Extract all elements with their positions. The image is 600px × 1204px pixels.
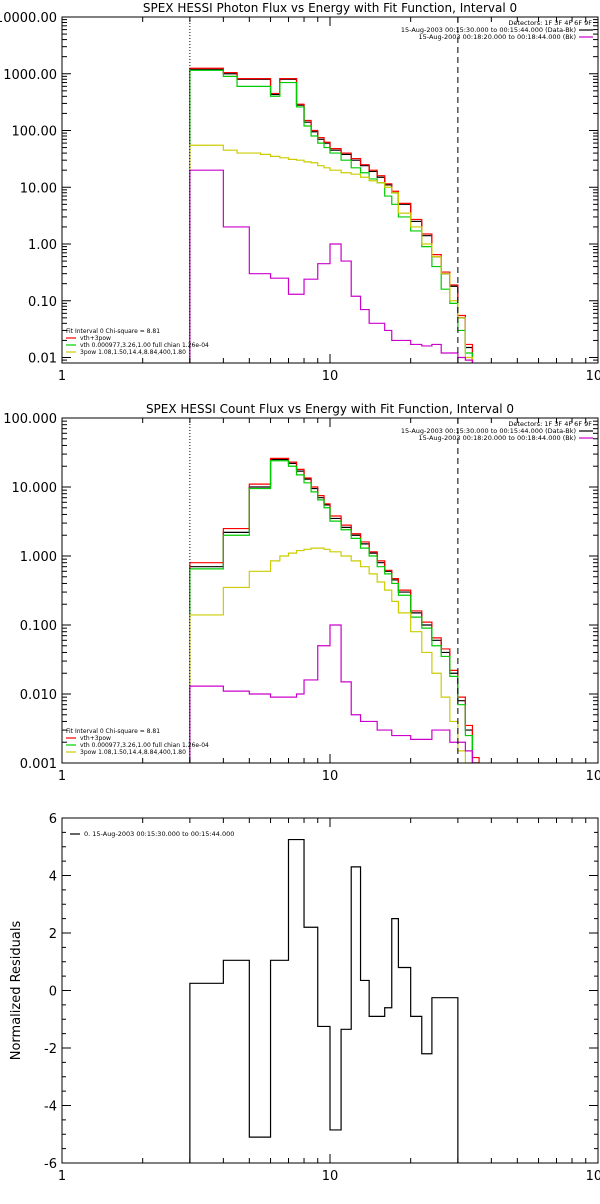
legend-text: Fit Interval 0 Chi-square = 8.81	[66, 728, 160, 735]
legend-text: vth+3pow	[80, 735, 111, 742]
y-tick-label: -4	[44, 1100, 57, 1115]
y-tick-label: 6	[49, 812, 57, 827]
y-tick-label: 0.010	[20, 688, 57, 703]
legend-text: 3pow 1.08,1.50,14.4,8.84,400,1.80	[80, 349, 186, 356]
x-tick-label: 10	[322, 769, 339, 784]
y-tick-label: 0.10	[28, 295, 57, 310]
legend-text: Fit Interval 0 Chi-square = 8.81	[66, 328, 160, 335]
info-text: Detectors: 1F 3F 4F 6F 9F	[508, 19, 592, 27]
y-tick-label: 0	[49, 985, 57, 1000]
series-line-3	[189, 144, 474, 363]
series-line-1	[189, 67, 474, 363]
y-tick-label: 1.000	[20, 550, 57, 565]
series-line-3	[189, 547, 480, 763]
x-tick-label: 10	[322, 1169, 339, 1184]
series-line-2	[189, 460, 480, 763]
series-line-1	[189, 457, 480, 763]
legend-text: 3pow 1.08,1.50,14.4,8.84,400,1.80	[80, 749, 186, 756]
y-tick-label: 1000.00	[3, 68, 57, 83]
series-line-0	[189, 458, 480, 763]
plot-panel-2: 1 10 100 -6 -4 -2 0 2 4 6 Normalized Residuals 0. 1…	[9, 812, 600, 1184]
info-text: 15-Aug-2003 00:15:30.000 to 00:15:44.000…	[401, 427, 576, 435]
chart-title: SPEX HESSI Count Flux vs Energy with Fit…	[146, 402, 514, 416]
x-tick-label: 100	[586, 1169, 600, 1184]
series-line-2	[189, 69, 474, 363]
y-axis-label: Normalized Residuals	[9, 921, 24, 1061]
legend-text: 0. 15-Aug-2003 00:15:30.000 to 00:15:44.…	[84, 830, 234, 838]
series-line-0	[189, 838, 459, 1163]
y-tick-label: 0.001	[20, 757, 57, 772]
y-tick-label: 1.00	[28, 238, 57, 253]
plot-panel-0: 1 10 100 0.01 0.10 1.00 10.00 100.00 1000.00 1000…	[0, 1, 600, 384]
x-tick-label: 100	[586, 769, 600, 784]
y-tick-label: 10.00	[20, 181, 57, 196]
y-tick-label: 0.01	[28, 352, 57, 367]
x-tick-label: 1	[58, 769, 66, 784]
y-tick-label: 4	[49, 870, 57, 885]
legend-text: vth 0.000977,3.26,1.00 full chian 1.26e-…	[80, 742, 209, 749]
series-line-4	[189, 169, 474, 363]
info-text: 15-Aug-2003 00:18:20.000 to 00:18:44.000…	[419, 434, 576, 442]
y-tick-label: -2	[44, 1042, 57, 1057]
y-tick-label: 100.00	[12, 125, 58, 140]
series-line-4	[189, 624, 480, 763]
x-tick-label: 100	[586, 369, 600, 384]
plot-frame	[61, 417, 599, 764]
y-tick-label: 10.000	[12, 481, 58, 496]
plot-panel-1: 1 10 100 0.001 0.010 0.100 1.000 10.000 100.000 S…	[3, 402, 600, 784]
legend-text: vth 0.000977,3.26,1.00 full chian 1.26e-…	[80, 342, 209, 349]
info-text: 15-Aug-2003 00:18:20.000 to 00:18:44.000…	[419, 33, 576, 41]
series-line-0	[189, 68, 474, 363]
chart-title: SPEX HESSI Photon Flux vs Energy with Fi…	[143, 1, 517, 15]
y-tick-label: -6	[44, 1157, 57, 1172]
x-tick-label: 10	[322, 369, 339, 384]
info-text: 15-Aug-2003 00:15:30.000 to 00:15:44.000…	[401, 26, 576, 34]
plot-frame	[61, 16, 599, 364]
x-tick-label: 1	[58, 369, 66, 384]
y-tick-label: 100.000	[3, 412, 57, 427]
y-tick-label: 10000.00	[0, 11, 57, 26]
legend-text: vth+3pow	[80, 335, 111, 342]
x-tick-label: 1	[58, 1169, 66, 1184]
y-tick-label: 2	[49, 927, 57, 942]
y-tick-label: 0.100	[20, 619, 57, 634]
info-text: Detectors: 1F 3F 4F 6F 9F	[508, 420, 592, 428]
